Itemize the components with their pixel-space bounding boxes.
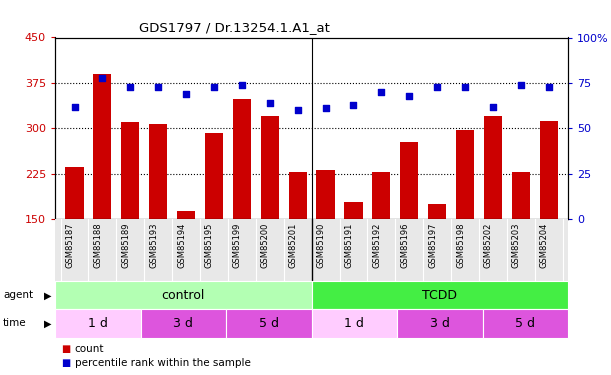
- Point: [209, 84, 219, 90]
- Text: 3 d: 3 d: [430, 317, 450, 330]
- Bar: [397, 309, 483, 338]
- Point: [544, 84, 554, 90]
- Bar: [226, 309, 312, 338]
- Text: 3 d: 3 d: [174, 317, 193, 330]
- Text: ▶: ▶: [45, 318, 52, 328]
- Text: GSM85192: GSM85192: [372, 222, 381, 268]
- Bar: [177, 211, 195, 219]
- Text: GSM85196: GSM85196: [400, 222, 409, 268]
- Text: GSM85191: GSM85191: [345, 222, 353, 268]
- Text: agent: agent: [3, 290, 33, 300]
- Point: [321, 105, 331, 111]
- Text: 5 d: 5 d: [259, 317, 279, 330]
- Bar: [312, 309, 397, 338]
- Text: 5 d: 5 d: [516, 317, 535, 330]
- Bar: [65, 166, 84, 219]
- Point: [237, 82, 247, 88]
- Point: [265, 100, 275, 106]
- Bar: [261, 116, 279, 219]
- Bar: [141, 309, 226, 338]
- Text: GSM85187: GSM85187: [65, 222, 75, 268]
- Bar: [372, 172, 390, 219]
- Text: GSM85195: GSM85195: [205, 222, 214, 268]
- Bar: [456, 130, 474, 219]
- Bar: [233, 99, 251, 219]
- Point: [516, 82, 525, 88]
- Text: GSM85204: GSM85204: [540, 222, 549, 268]
- Bar: [345, 202, 362, 219]
- Point: [488, 104, 498, 110]
- Bar: [540, 121, 558, 219]
- Text: GSM85202: GSM85202: [484, 222, 493, 268]
- Bar: [312, 281, 568, 309]
- Point: [98, 75, 108, 81]
- Text: ■: ■: [61, 358, 70, 368]
- Text: 1 d: 1 d: [88, 317, 108, 330]
- Point: [376, 89, 386, 95]
- Text: percentile rank within the sample: percentile rank within the sample: [75, 358, 251, 368]
- Text: GSM85199: GSM85199: [233, 222, 242, 268]
- Point: [70, 104, 79, 110]
- Text: GSM85189: GSM85189: [122, 222, 130, 268]
- Text: GSM85200: GSM85200: [261, 222, 270, 268]
- Text: GDS1797 / Dr.13254.1.A1_at: GDS1797 / Dr.13254.1.A1_at: [139, 21, 330, 34]
- Bar: [55, 281, 312, 309]
- Bar: [55, 309, 141, 338]
- Text: GSM85203: GSM85203: [512, 222, 521, 268]
- Point: [125, 84, 135, 90]
- Bar: [400, 142, 419, 219]
- Text: GSM85188: GSM85188: [93, 222, 103, 268]
- Text: GSM85201: GSM85201: [288, 222, 298, 268]
- Bar: [512, 172, 530, 219]
- Point: [181, 91, 191, 97]
- Text: ▶: ▶: [45, 290, 52, 300]
- Bar: [484, 116, 502, 219]
- Text: GSM85190: GSM85190: [316, 222, 326, 268]
- Point: [293, 107, 302, 113]
- Text: time: time: [3, 318, 27, 328]
- Bar: [149, 124, 167, 219]
- Text: GSM85198: GSM85198: [456, 222, 465, 268]
- Point: [348, 102, 358, 108]
- Text: count: count: [75, 344, 104, 354]
- Text: GSM85197: GSM85197: [428, 222, 437, 268]
- Bar: [316, 170, 335, 219]
- Text: TCDD: TCDD: [422, 289, 458, 302]
- Point: [460, 84, 470, 90]
- Text: control: control: [162, 289, 205, 302]
- Bar: [121, 122, 139, 219]
- Text: GSM85194: GSM85194: [177, 222, 186, 268]
- Text: GSM85193: GSM85193: [149, 222, 158, 268]
- Bar: [93, 74, 111, 219]
- Bar: [205, 133, 223, 219]
- Bar: [288, 172, 307, 219]
- Bar: [483, 309, 568, 338]
- Bar: [428, 204, 446, 219]
- Point: [432, 84, 442, 90]
- Text: 1 d: 1 d: [345, 317, 364, 330]
- Text: ■: ■: [61, 344, 70, 354]
- Point: [404, 93, 414, 99]
- Point: [153, 84, 163, 90]
